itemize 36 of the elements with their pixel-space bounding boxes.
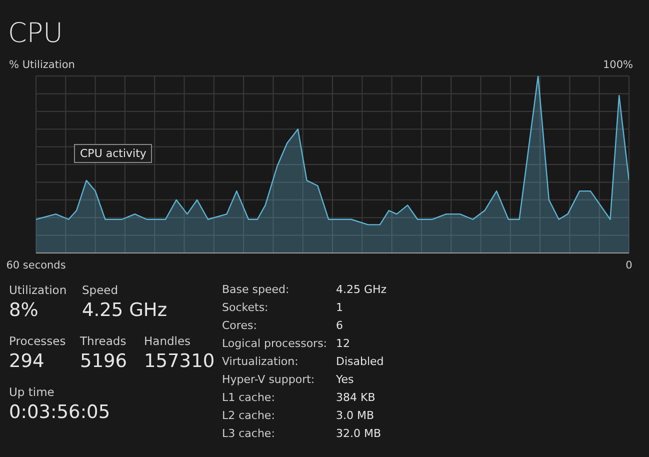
annotation: CPU activity <box>74 144 152 163</box>
text: 0:03:56:05 <box>9 402 110 423</box>
text: 4.25 GHz <box>82 300 168 321</box>
text: Disabled <box>336 355 384 368</box>
text: 5196 <box>80 351 128 372</box>
text: Virtualization: <box>222 355 300 368</box>
text: L2 cache: <box>222 409 276 422</box>
text: Up time <box>9 385 56 399</box>
text: L1 cache: <box>222 391 276 404</box>
text: Sockets: <box>222 301 270 314</box>
text: 3.0 MB <box>336 409 374 422</box>
text: Cores: <box>222 319 258 332</box>
text: 8% <box>9 300 40 321</box>
text: 157310 <box>144 351 215 372</box>
text: Utilization <box>9 283 67 297</box>
y-axis-title: % Utilization <box>9 59 75 71</box>
text: Logical processors: <box>222 337 328 350</box>
text: 294 <box>9 351 46 372</box>
text: L3 cache: <box>222 427 276 440</box>
x-tick-label: 60 seconds <box>6 259 66 272</box>
text: Threads <box>80 334 128 348</box>
text: 100% <box>602 59 633 71</box>
text: Processes <box>9 334 66 348</box>
text: Speed <box>82 283 120 297</box>
text: 6 <box>336 319 343 332</box>
text: Hyper-V support: <box>222 373 316 386</box>
text: 32.0 MB <box>336 427 382 440</box>
text: 1 <box>336 301 343 314</box>
text: Base speed: <box>222 283 290 296</box>
text: 4.25 GHz <box>336 283 387 296</box>
text: Yes <box>336 373 354 386</box>
x-tick-label: 0 <box>626 259 632 272</box>
text: Handles <box>144 334 192 348</box>
text: 12 <box>336 337 350 350</box>
text: 384 KB <box>336 391 376 404</box>
chart-title: CPU <box>8 18 63 49</box>
